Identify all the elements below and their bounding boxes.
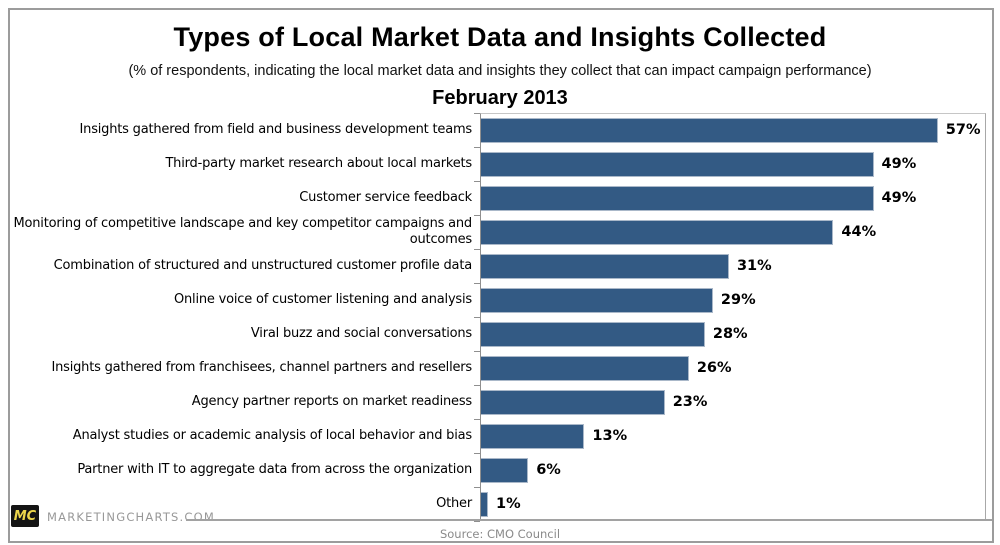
bar bbox=[480, 355, 689, 381]
source-text: Source: CMO Council bbox=[439, 527, 561, 541]
bar bbox=[480, 117, 938, 143]
value-label: 29% bbox=[720, 292, 756, 308]
category-label: Other bbox=[436, 496, 472, 511]
category-label: Agency partner reports on market readine… bbox=[191, 394, 472, 409]
bar-row: Agency partner reports on market readine… bbox=[10, 385, 986, 419]
bar-row: Insights gathered from field and busines… bbox=[10, 113, 986, 147]
bar-row: Third-party market research about local … bbox=[10, 147, 986, 181]
bar bbox=[480, 423, 585, 449]
bar-track: 13% bbox=[474, 419, 986, 453]
bar-track: 26% bbox=[474, 351, 986, 385]
brand-text: MARKETINGCHARTS.COM bbox=[47, 510, 215, 524]
bar-track: 49% bbox=[474, 147, 986, 181]
value-label: 13% bbox=[592, 428, 628, 444]
value-label: 44% bbox=[841, 224, 877, 240]
category-label: Insights gathered from field and busines… bbox=[79, 122, 473, 137]
bar-track: 1% bbox=[474, 487, 986, 522]
bar-row: Online voice of customer listening and a… bbox=[10, 283, 986, 317]
value-label: 28% bbox=[712, 326, 748, 342]
category-label: Partner with IT to aggregate data from a… bbox=[77, 462, 472, 477]
bar-row: Other 1% bbox=[10, 487, 986, 522]
value-label: 49% bbox=[881, 156, 917, 172]
value-label: 6% bbox=[536, 462, 561, 478]
value-label: 23% bbox=[672, 394, 708, 410]
bar-track: 57% bbox=[474, 113, 986, 147]
bar-row: Combination of structured and unstructur… bbox=[10, 249, 986, 283]
bar-track: 6% bbox=[474, 453, 986, 487]
bar bbox=[480, 321, 705, 347]
value-label: 26% bbox=[696, 360, 732, 376]
category-label: Online voice of customer listening and a… bbox=[173, 292, 472, 307]
bar-row: Analyst studies or academic analysis of … bbox=[10, 419, 986, 453]
chart-title: Types of Local Market Data and Insights … bbox=[173, 22, 827, 52]
value-label: 49% bbox=[881, 190, 917, 206]
bar bbox=[480, 491, 489, 517]
chart-subtitle: (% of respondents, indicating the local … bbox=[128, 63, 872, 79]
bar bbox=[480, 253, 729, 279]
bar bbox=[480, 457, 529, 483]
chart-period: February 2013 bbox=[432, 87, 568, 109]
category-label: Combination of structured and unstructur… bbox=[53, 258, 473, 273]
footer-divider bbox=[186, 519, 992, 521]
value-label: 57% bbox=[945, 122, 981, 138]
category-label: Viral buzz and social conversations bbox=[250, 326, 472, 341]
bar bbox=[480, 219, 834, 245]
bar bbox=[480, 389, 665, 415]
bar bbox=[480, 287, 713, 313]
bar-track: 49% bbox=[474, 181, 986, 215]
category-label: Insights gathered from franchisees, chan… bbox=[51, 360, 472, 375]
category-label: Analyst studies or academic analysis of … bbox=[72, 428, 472, 443]
value-label: 1% bbox=[496, 496, 521, 512]
bar-row: Partner with IT to aggregate data from a… bbox=[10, 453, 986, 487]
category-label: Third-party market research about local … bbox=[165, 156, 472, 171]
marketingcharts-logo: MC bbox=[11, 505, 39, 527]
category-label: Customer service feedback bbox=[299, 190, 472, 205]
value-label: 31% bbox=[736, 258, 772, 274]
category-label: Monitoring of competitive landscape and … bbox=[13, 216, 472, 247]
bar-track: 31% bbox=[474, 249, 986, 283]
bar-track: 29% bbox=[474, 283, 986, 317]
bar bbox=[480, 185, 874, 211]
bar-track: 23% bbox=[474, 385, 986, 419]
bar-row: Insights gathered from franchisees, chan… bbox=[10, 351, 986, 385]
bar-chart: Insights gathered from field and busines… bbox=[10, 113, 986, 522]
bar-row: Customer service feedback 49% bbox=[10, 181, 986, 215]
bar bbox=[480, 151, 874, 177]
bar-row: Viral buzz and social conversations 28% bbox=[10, 317, 986, 351]
bar-track: 44% bbox=[474, 215, 986, 249]
bar-track: 28% bbox=[474, 317, 986, 351]
bar-row: Monitoring of competitive landscape and … bbox=[10, 215, 986, 249]
